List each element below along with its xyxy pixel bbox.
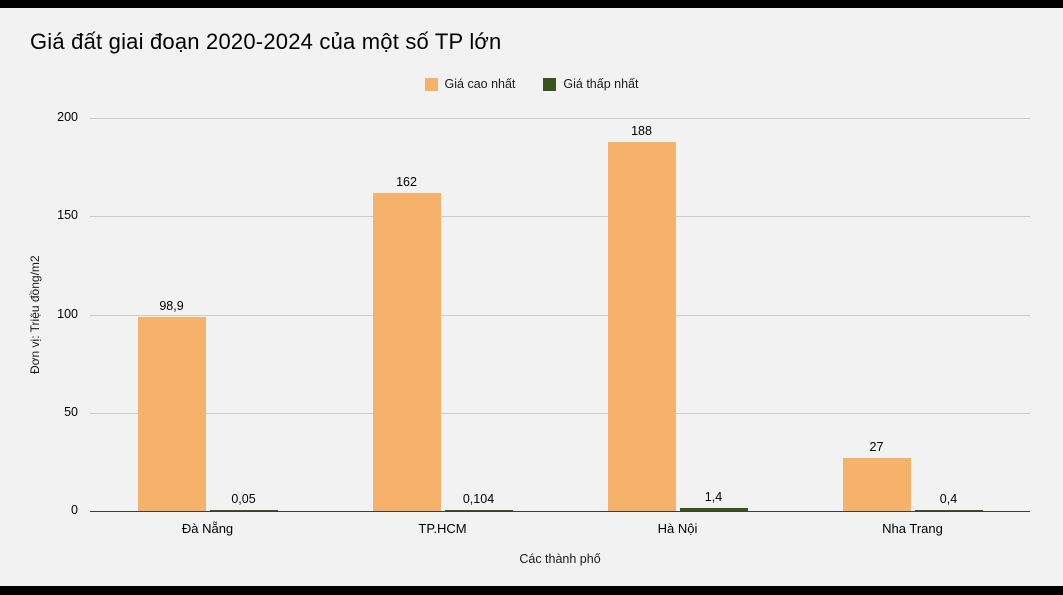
- legend-label-low: Giá thấp nhất: [563, 77, 639, 91]
- bar-value-label: 98,9: [159, 298, 184, 313]
- bar-highest-price: [842, 457, 911, 511]
- bar-value-label: 0,104: [462, 492, 495, 507]
- category-label: TP.HCM: [418, 521, 467, 536]
- y-axis-title: Đơn vị: Triệu đồng/m2: [28, 255, 42, 374]
- bar-highest-price: [137, 316, 206, 511]
- x-axis-title: Các thành phố: [519, 552, 601, 566]
- top-black-border: [0, 0, 1063, 8]
- category-label: Hà Nội: [657, 521, 698, 536]
- legend-item-low: Giá thấp nhất: [543, 77, 638, 91]
- x-axis-line: [90, 511, 1030, 512]
- bar-value-label: 27: [869, 439, 884, 454]
- bar-highest-price: [607, 141, 676, 511]
- bar-lowest-price: [444, 510, 513, 511]
- bar-lowest-price: [914, 510, 983, 511]
- bar-value-label: 1,4: [704, 490, 723, 505]
- category-label: Nha Trang: [882, 521, 943, 536]
- legend-swatch-low-icon: [543, 77, 557, 91]
- y-tick-label: 150: [57, 208, 78, 223]
- bar-value-label: 0,05: [231, 492, 256, 507]
- y-tick-label: 0: [71, 503, 78, 517]
- chart-title: Giá đất giai đoạn 2020-2024 của một số T…: [30, 29, 502, 54]
- bar-lowest-price: [209, 510, 278, 511]
- chart-legend: Giá cao nhất Giá thấp nhất: [0, 77, 1063, 91]
- bar-value-label: 0,4: [939, 492, 958, 507]
- gridline: [90, 216, 1030, 218]
- bar-highest-price: [372, 192, 441, 511]
- bottom-black-border: [0, 586, 1063, 595]
- bar-value-label: 188: [631, 123, 652, 138]
- plot-area: 0 50 100 150 200 98,9 0,05 Đà Nẵng 162 0,104 TP.HC…: [57, 110, 1030, 536]
- legend-swatch-high-icon: [424, 77, 438, 91]
- category-label: Đà Nẵng: [181, 521, 234, 536]
- y-tick-label: 200: [57, 110, 78, 124]
- gridline: [90, 118, 1030, 119]
- legend-label-high: Giá cao nhất: [444, 77, 516, 91]
- legend-item-high: Giá cao nhất: [424, 77, 516, 91]
- bar-value-label: 162: [396, 174, 417, 189]
- y-tick-label: 100: [57, 306, 78, 321]
- y-tick-label: 50: [64, 404, 78, 419]
- gridline: [90, 314, 1030, 316]
- bar-lowest-price: [679, 508, 748, 511]
- gridline: [90, 412, 1030, 414]
